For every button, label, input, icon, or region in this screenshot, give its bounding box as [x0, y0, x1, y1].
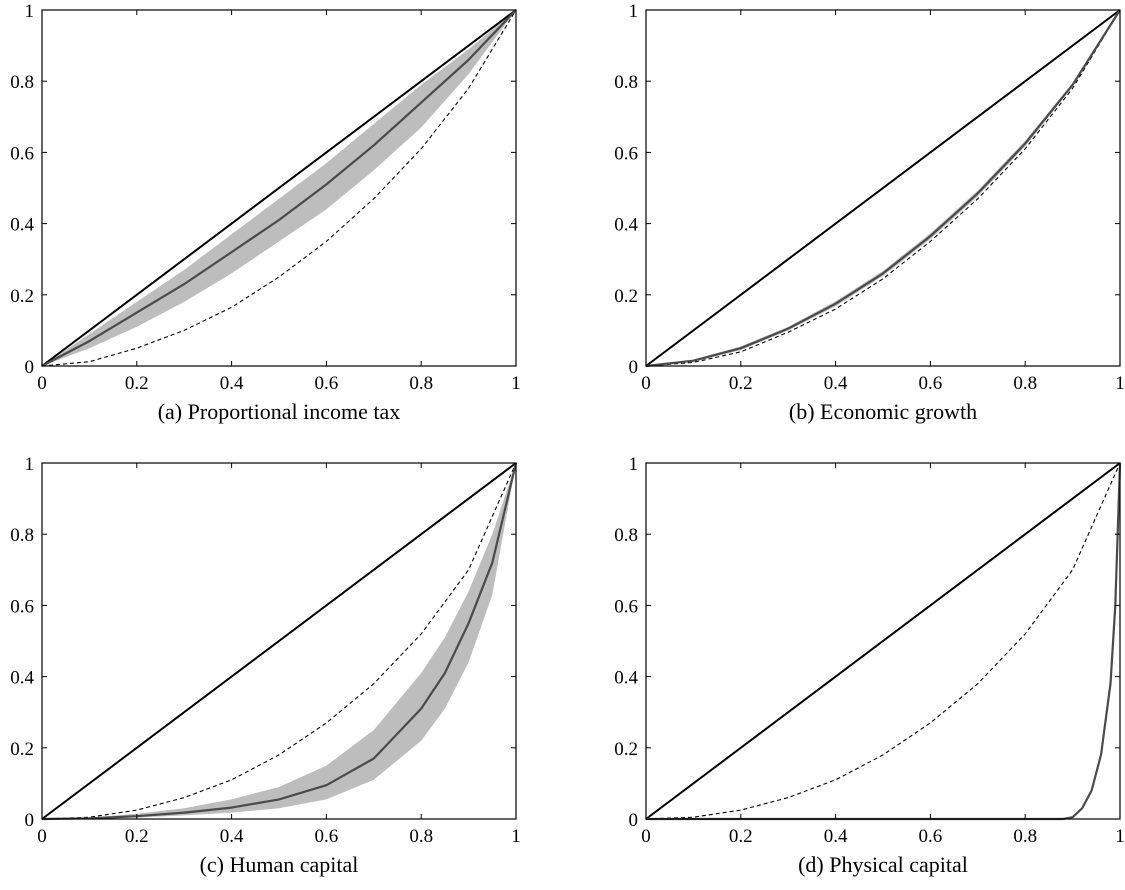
y-tick-label: 0.2: [614, 739, 638, 760]
panel-caption: (c) Human capital: [200, 852, 359, 877]
y-tick-label: 0.8: [614, 525, 638, 546]
y-tick-label: 0.4: [614, 668, 638, 689]
y-tick-label: 0.6: [614, 596, 638, 617]
x-tick-label: 0.2: [125, 826, 149, 847]
y-tick-label: 0.2: [10, 286, 34, 307]
x-tick-label: 0.6: [919, 373, 943, 394]
y-tick-label: 0.4: [10, 215, 34, 236]
axes-box: [41, 462, 517, 820]
mean-line: [41, 9, 517, 367]
x-tick-label: 0.4: [824, 826, 848, 847]
x-tick-label: 0.4: [824, 373, 848, 394]
y-tick-label: 1: [25, 1, 35, 22]
panel-d: 0 0.2 0.4 0.6 0.8 1 0 0.2 0.4 0.6 0.8 1 (d) Physical…: [614, 454, 1125, 877]
x-tick-label: 0.6: [919, 826, 943, 847]
panel-c: 0 0.2 0.4 0.6 0.8 1 0 0.2 0.4 0.6 0.8 1 (c) Human ca…: [10, 454, 521, 877]
y-tick-label: 0: [25, 357, 35, 378]
y-tick-label: 0.8: [10, 525, 34, 546]
y-tick-label: 0.2: [614, 286, 638, 307]
y-tick-label: 0.6: [10, 143, 34, 164]
y-tick-label: 0.4: [10, 668, 34, 689]
x-tick-label: 0.4: [220, 373, 244, 394]
y-tick-label: 0.6: [10, 596, 34, 617]
panel-caption: (a) Proportional income tax: [158, 399, 401, 424]
panel-a: 0 0.2 0.4 0.6 0.8 1 0 0.2 0.4 0.6 0.8 1 (a) Proporti…: [10, 1, 521, 424]
y-tick-label: 0: [629, 357, 639, 378]
y-tick-label: 0.8: [614, 72, 638, 93]
dashed-baseline-line: [41, 462, 517, 820]
panel-b: 0 0.2 0.4 0.6 0.8 1 0 0.2 0.4 0.6 0.8 1 (b) Economic…: [614, 1, 1125, 424]
x-tick-label: 0: [641, 373, 651, 394]
axes-box: [41, 9, 517, 367]
y-tick-label: 0.4: [614, 215, 638, 236]
mean-line: [645, 9, 1121, 368]
x-tick-label: 0.2: [729, 373, 753, 394]
x-tick-label: 0: [37, 373, 47, 394]
x-tick-label: 0.8: [409, 373, 433, 394]
equality-line: [41, 9, 517, 367]
x-tick-label: 0.2: [125, 373, 149, 394]
dashed-baseline-line: [645, 462, 1121, 820]
equality-line: [645, 9, 1121, 367]
y-tick-label: 0.6: [614, 143, 638, 164]
x-tick-label: 0.8: [1013, 373, 1037, 394]
x-tick-label: 1: [511, 373, 521, 394]
y-tick-label: 1: [25, 454, 35, 475]
x-tick-label: 0.8: [409, 826, 433, 847]
panel-caption: (d) Physical capital: [798, 852, 968, 877]
x-tick-label: 1: [1115, 826, 1125, 847]
x-tick-label: 1: [511, 826, 521, 847]
equality-line: [645, 462, 1121, 820]
x-tick-label: 0.2: [729, 826, 753, 847]
y-tick-label: 0: [25, 810, 35, 831]
x-tick-label: 0.6: [315, 826, 339, 847]
panel-caption: (b) Economic growth: [789, 399, 977, 424]
dashed-baseline-line: [41, 9, 517, 367]
x-tick-label: 0.6: [315, 373, 339, 394]
x-tick-label: 0.8: [1013, 826, 1037, 847]
y-tick-label: 0: [629, 810, 639, 831]
y-tick-label: 1: [629, 454, 639, 475]
axes-box: [645, 462, 1121, 820]
y-tick-label: 0.2: [10, 739, 34, 760]
x-tick-label: 1: [1115, 373, 1125, 394]
y-tick-label: 1: [629, 1, 639, 22]
confidence-band: [42, 463, 516, 819]
dashed-baseline-line: [645, 9, 1121, 367]
x-tick-label: 0.4: [220, 826, 244, 847]
axes-box: [645, 9, 1121, 367]
y-tick-label: 0.8: [10, 72, 34, 93]
x-tick-label: 0: [37, 826, 47, 847]
x-tick-label: 0: [641, 826, 651, 847]
equality-line: [41, 462, 517, 820]
